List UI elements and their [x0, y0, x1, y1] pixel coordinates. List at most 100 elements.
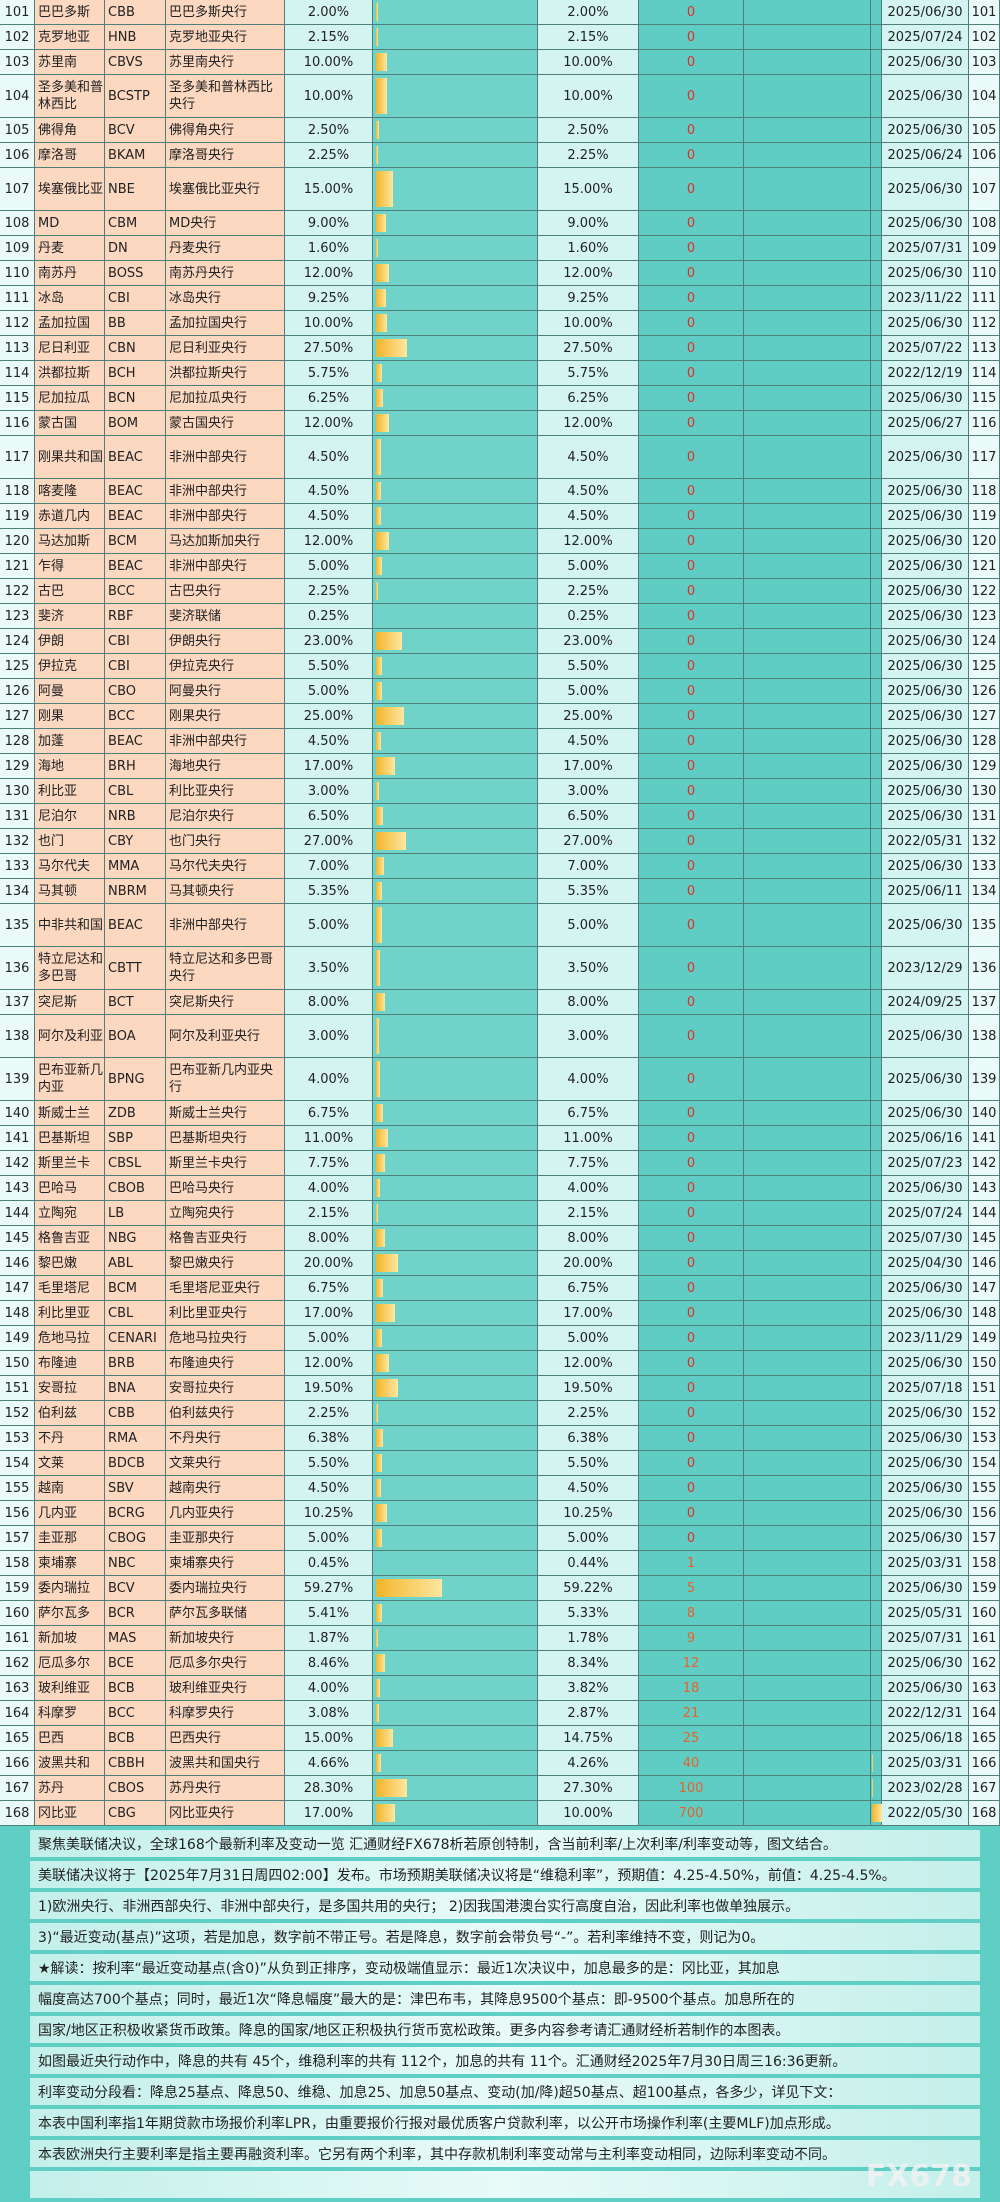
- rate-bar: [376, 1279, 384, 1297]
- blank-cell: [744, 1401, 871, 1426]
- blank-cell: [744, 1058, 871, 1101]
- country: 布隆迪: [35, 1351, 105, 1376]
- date: 2025/03/31: [882, 1751, 969, 1776]
- note-line: 本表欧洲央行主要利率是指主要再融资利率。它另有两个利率，其中存款机制利率变动常与…: [30, 2140, 980, 2167]
- row-index: 155: [0, 1476, 35, 1501]
- blank-cell: [744, 504, 871, 529]
- change-bp: 9: [639, 1626, 744, 1651]
- country: 阿尔及利亚: [35, 1015, 105, 1058]
- row-index: 132: [0, 829, 35, 854]
- row-index: 137: [0, 990, 35, 1015]
- date: 2025/06/30: [882, 1476, 969, 1501]
- date: 2025/06/30: [882, 479, 969, 504]
- rate-bar-cell: [373, 1126, 538, 1151]
- blank-cell: [744, 1101, 871, 1126]
- date: 2025/06/30: [882, 1015, 969, 1058]
- rate-bar-cell: [373, 1526, 538, 1551]
- bank-name: 厄瓜多尔央行: [166, 1651, 285, 1676]
- country: 冈比亚: [35, 1801, 105, 1826]
- date: 2025/06/30: [882, 529, 969, 554]
- rate-bar-cell: [373, 25, 538, 50]
- row-index: 134: [969, 879, 1000, 904]
- bank-code: BOSS: [105, 261, 166, 286]
- bank-name: 刚果央行: [166, 704, 285, 729]
- blank-cell: [744, 1015, 871, 1058]
- bank-code: BEAC: [105, 436, 166, 479]
- current-rate: 1.87%: [285, 1626, 373, 1651]
- bank-name: 克罗地亚央行: [166, 25, 285, 50]
- bank-name: 圭亚那央行: [166, 1526, 285, 1551]
- change-bp: 0: [639, 1401, 744, 1426]
- previous-rate: 8.00%: [538, 990, 639, 1015]
- change-bar-cell: [871, 704, 882, 729]
- row-index: 145: [969, 1226, 1000, 1251]
- change-bp: 0: [639, 779, 744, 804]
- rate-bar-cell: [373, 1226, 538, 1251]
- previous-rate: 5.35%: [538, 879, 639, 904]
- change-bp: 0: [639, 361, 744, 386]
- rate-bar-cell: [373, 1801, 538, 1826]
- date: 2025/06/30: [882, 854, 969, 879]
- bank-code: CBM: [105, 211, 166, 236]
- bank-code: CBN: [105, 336, 166, 361]
- bank-name: 斯威士兰央行: [166, 1101, 285, 1126]
- change-bp: 0: [639, 436, 744, 479]
- change-bp: 0: [639, 529, 744, 554]
- bank-code: BCB: [105, 1676, 166, 1701]
- country: 摩洛哥: [35, 143, 105, 168]
- country: 克罗地亚: [35, 25, 105, 50]
- change-bar-cell: [871, 361, 882, 386]
- previous-rate: 4.50%: [538, 1476, 639, 1501]
- previous-rate: 12.00%: [538, 411, 639, 436]
- blank-cell: [744, 0, 871, 25]
- bank-code: CBG: [105, 1801, 166, 1826]
- country: 立陶宛: [35, 1201, 105, 1226]
- previous-rate: 6.25%: [538, 386, 639, 411]
- previous-rate: 2.15%: [538, 25, 639, 50]
- change-bp: 0: [639, 1126, 744, 1151]
- country: 几内亚: [35, 1501, 105, 1526]
- note-line: 幅度高达700个基点；同时，最近1次“降息幅度”最大的是：津巴布韦，其降息950…: [30, 1985, 980, 2012]
- row-index: 161: [0, 1626, 35, 1651]
- previous-rate: 5.75%: [538, 361, 639, 386]
- rate-bar-cell: [373, 679, 538, 704]
- date: 2025/07/23: [882, 1151, 969, 1176]
- rate-bar: [376, 121, 379, 139]
- rate-bar-cell: [373, 779, 538, 804]
- rate-bar: [376, 1179, 381, 1197]
- blank-cell: [744, 1201, 871, 1226]
- bank-name: 苏里南央行: [166, 50, 285, 75]
- date: 2025/06/30: [882, 0, 969, 25]
- bank-name: 苏丹央行: [166, 1776, 285, 1801]
- blank-cell: [744, 1576, 871, 1601]
- current-rate: 2.25%: [285, 579, 373, 604]
- rate-bar-cell: [373, 990, 538, 1015]
- rate-bar-cell: [373, 1401, 538, 1426]
- date: 2025/06/30: [882, 579, 969, 604]
- change-bar-cell: [871, 904, 882, 947]
- blank-cell: [744, 1751, 871, 1776]
- bank-name: 几内亚央行: [166, 1501, 285, 1526]
- row-index: 152: [969, 1401, 1000, 1426]
- change-bp: 0: [639, 1176, 744, 1201]
- previous-rate: 2.50%: [538, 118, 639, 143]
- change-bp: 0: [639, 0, 744, 25]
- country: 委内瑞拉: [35, 1576, 105, 1601]
- rate-bar-cell: [373, 604, 538, 629]
- current-rate: 17.00%: [285, 1301, 373, 1326]
- bank-name: 毛里塔尼亚央行: [166, 1276, 285, 1301]
- current-rate: 2.25%: [285, 1401, 373, 1426]
- change-bp: 0: [639, 1301, 744, 1326]
- current-rate: 6.50%: [285, 804, 373, 829]
- change-bar-cell: [871, 1301, 882, 1326]
- bank-name: 伯利兹央行: [166, 1401, 285, 1426]
- current-rate: 5.75%: [285, 361, 373, 386]
- bank-name: 海地央行: [166, 754, 285, 779]
- blank-cell: [744, 1551, 871, 1576]
- date: 2025/06/11: [882, 879, 969, 904]
- change-bar-cell: [871, 50, 882, 75]
- bank-name: 非洲中部央行: [166, 479, 285, 504]
- current-rate: 4.00%: [285, 1676, 373, 1701]
- row-index: 121: [969, 554, 1000, 579]
- change-bp: 0: [639, 579, 744, 604]
